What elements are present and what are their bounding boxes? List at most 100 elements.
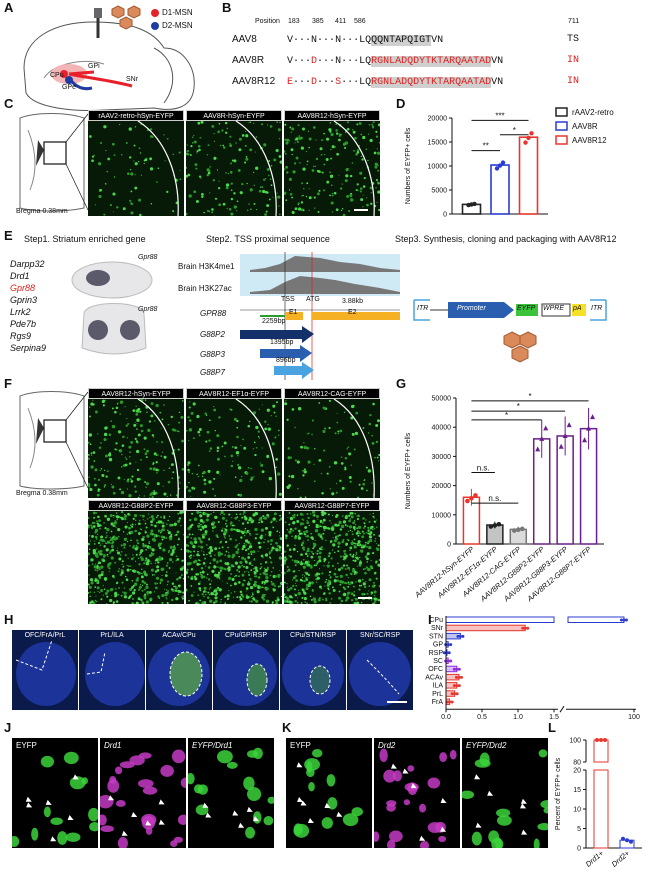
cell-dot [164,593,168,597]
cell-dot [176,577,179,581]
cell-dot [291,153,293,156]
cell-dot [369,531,373,534]
cell-dot [273,512,277,516]
cell-dot [311,169,315,172]
cell-dot [253,558,256,561]
cell-dot [93,551,95,554]
cell-dot [292,579,294,581]
cell-dot [200,566,204,570]
cell-dot [270,414,272,417]
cell-dot [264,427,268,431]
cell-dot [300,146,304,150]
cell-dot [303,575,306,577]
cell-dot [175,494,178,497]
cell-dot [207,144,210,147]
cell [180,777,186,789]
cell-dot [109,536,111,539]
data-point [447,651,451,655]
panel-label-i: I [428,612,432,627]
cell-dot [369,529,371,531]
cell-dot [269,553,271,555]
cell-dot [243,510,246,514]
cell-dot [263,567,266,570]
cell-dot [147,428,151,433]
cell-dot [108,453,112,457]
cell-dot [310,555,314,559]
cell-dot [328,570,332,574]
cell [63,751,79,765]
cell-dot [291,127,295,131]
cell-dot [249,517,252,520]
cell-dot [172,561,174,563]
cell-dot [350,515,354,519]
cell-dot [337,545,340,548]
cell-dot [221,516,225,520]
cell-dot [261,582,264,585]
cell-dot [146,449,149,453]
cell [138,752,152,759]
cell-dot [105,531,108,534]
cell-dot [329,519,331,522]
cell-dot [139,528,142,530]
cell-dot [375,560,378,563]
arrowhead [487,790,494,796]
cell-dot [238,595,242,599]
cell-dot [294,593,296,595]
cell-dot [167,580,169,583]
cell-dot [272,567,274,569]
data-point [472,201,477,207]
cell-dot [345,533,349,537]
cell-dot [109,514,113,518]
cell-dot [147,594,149,596]
cell-dot [239,560,243,565]
cell-dot [157,531,160,533]
cell-dot [224,540,228,544]
cell-dot [202,562,206,565]
cell-dot [241,547,244,551]
cell-dot [260,534,263,537]
cell-dot [229,171,233,174]
cell-dot [131,579,134,582]
cell-dot [104,484,107,487]
cell-dot [99,538,103,542]
cell-dot [177,519,181,523]
cell-dot [305,578,309,582]
cell-dot [217,551,221,555]
cell-dot [201,601,205,604]
cell-dot [351,581,354,584]
cell-dot [370,202,373,205]
cell-dot [171,477,174,479]
cell-dot [247,467,250,469]
gene-gpr88: GPR88 [200,309,227,318]
cell-dot [240,530,243,533]
cell-dot [377,169,380,172]
cell-dot [160,531,162,534]
cell-dot [106,517,111,521]
cell-dot [262,572,264,574]
cell-dot [157,557,159,559]
cell-dot [186,149,190,153]
cell-dot [360,487,364,490]
cell-dot [93,540,95,542]
cell-dot [156,482,160,486]
cell-dot [169,567,171,569]
cell-dot [348,519,351,523]
cell-dot [335,208,339,212]
cell-dot [111,424,116,429]
cell-dot [355,543,357,545]
cell-dot [307,573,311,577]
cell-dot [219,578,221,580]
cell-dot [278,155,282,158]
bar [518,136,539,215]
construct-promoter: Promoter [457,305,486,312]
data-point [455,667,459,671]
cell-dot [101,473,105,478]
cell-dot [238,555,240,558]
cell-dot [126,540,129,543]
cell-dot [232,446,234,448]
cell-dot [246,532,248,534]
cell-dot [253,203,256,205]
cell-dot [351,404,355,408]
data-point [456,634,460,638]
panel-label-c: C [4,96,14,111]
